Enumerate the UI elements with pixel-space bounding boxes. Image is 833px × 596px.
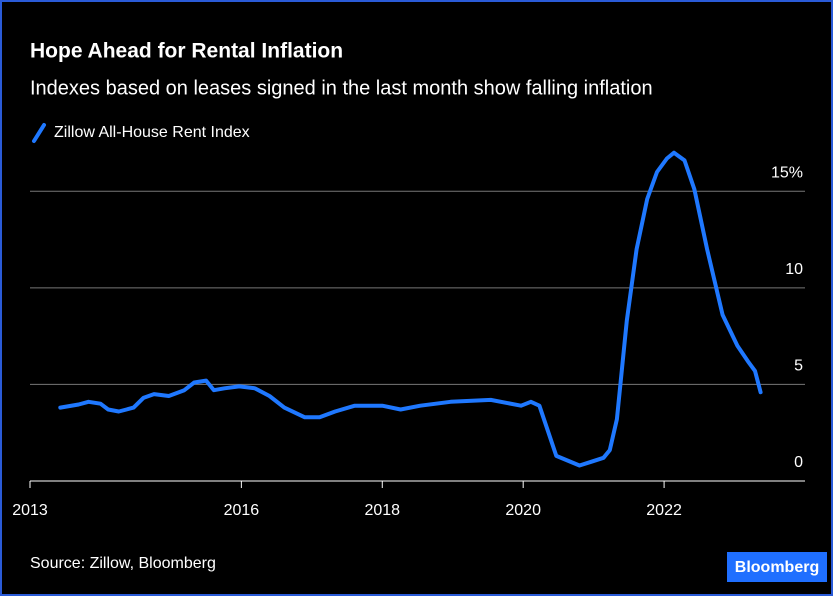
y-tick-label: 10 [785,261,803,278]
y-tick-label: 5 [794,358,803,375]
source: Source: Zillow, Bloomberg [30,555,216,572]
y-tick-label: 15% [771,165,803,182]
brand: Bloomberg [735,559,819,576]
legend-label: Zillow All-House Rent Index [54,124,250,141]
x-tick-label: 2016 [224,502,260,519]
x-tick-label: 2013 [12,502,48,519]
brand-badge [727,552,827,582]
x-tick-label: 2022 [646,502,682,519]
chart-subtitle: Indexes based on leases signed in the la… [30,77,653,99]
line [58,150,763,468]
legend-swatch [32,123,46,143]
chart-title: Hope Ahead for Rental Inflation [30,40,343,63]
x-tick-label: 2020 [505,502,541,519]
x-tick-label: 2018 [364,502,400,519]
y-tick-label: 0 [794,454,803,471]
